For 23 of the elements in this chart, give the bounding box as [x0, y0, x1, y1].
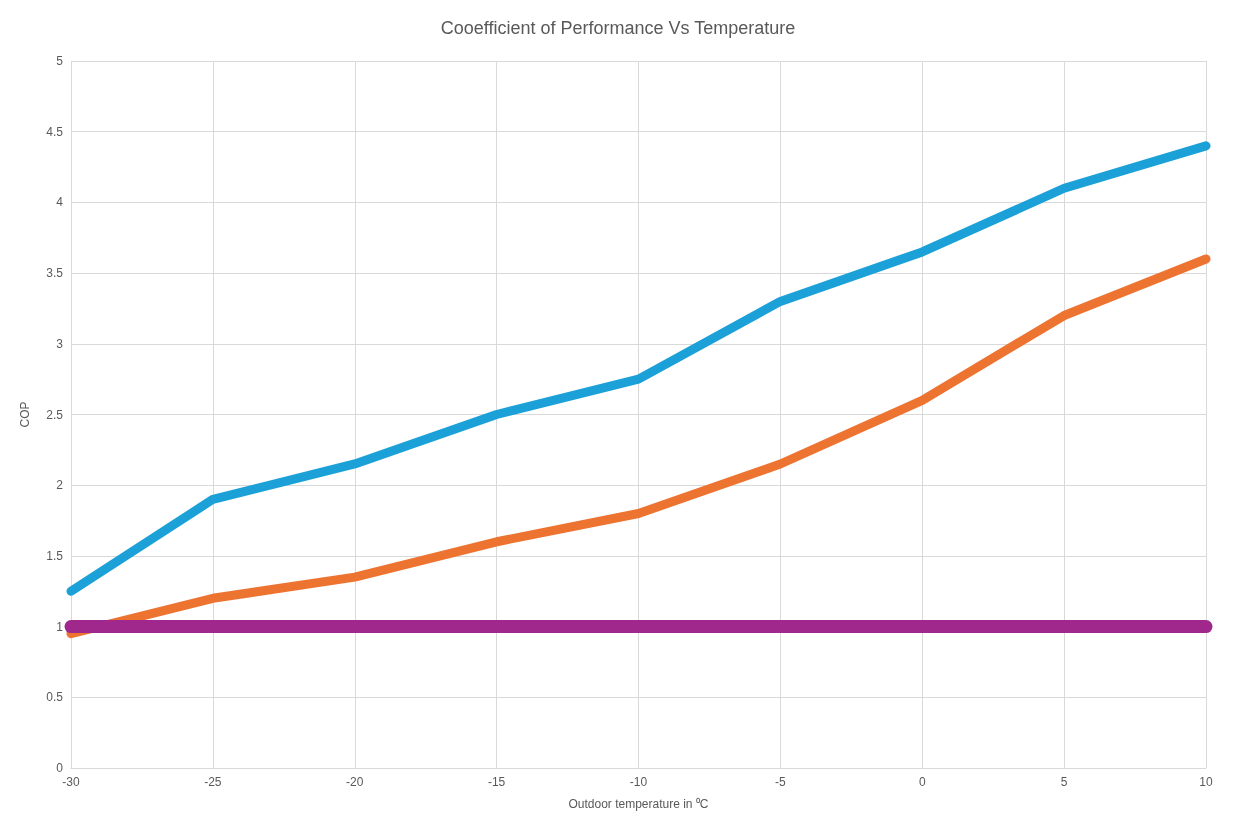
y-tick-label: 1.5 — [46, 548, 64, 563]
x-tick-label: 10 — [1199, 775, 1213, 789]
x-tick-label: 0 — [918, 775, 926, 789]
x-tick-label: -25 — [204, 775, 222, 789]
y-axis-title: COP — [18, 401, 32, 428]
x-axis-title: Outdoor temperature in ⁰C — [568, 797, 709, 811]
x-tick-label: -20 — [346, 775, 364, 789]
chart-title: Cooefficient of Performance Vs Temperature — [440, 18, 796, 38]
x-tick-label: 5 — [1060, 775, 1068, 789]
x-tick-label: -15 — [487, 775, 506, 789]
x-tick-label: -30 — [62, 775, 80, 789]
y-tick-label: 4 — [56, 195, 64, 210]
y-tick-label: 3 — [56, 336, 64, 351]
y-tick-label: 2.5 — [46, 407, 64, 422]
y-tick-label: 0 — [56, 761, 64, 775]
y-tick-label: 5 — [56, 54, 64, 68]
x-tick-label: -5 — [775, 775, 787, 789]
x-tick-label: -10 — [629, 775, 648, 789]
y-tick-label: 1 — [56, 619, 64, 634]
y-tick-label: 4.5 — [46, 124, 64, 139]
y-tick-label: 2 — [56, 478, 64, 493]
y-tick-label: 3.5 — [46, 266, 64, 281]
y-tick-label: 0.5 — [46, 690, 64, 705]
